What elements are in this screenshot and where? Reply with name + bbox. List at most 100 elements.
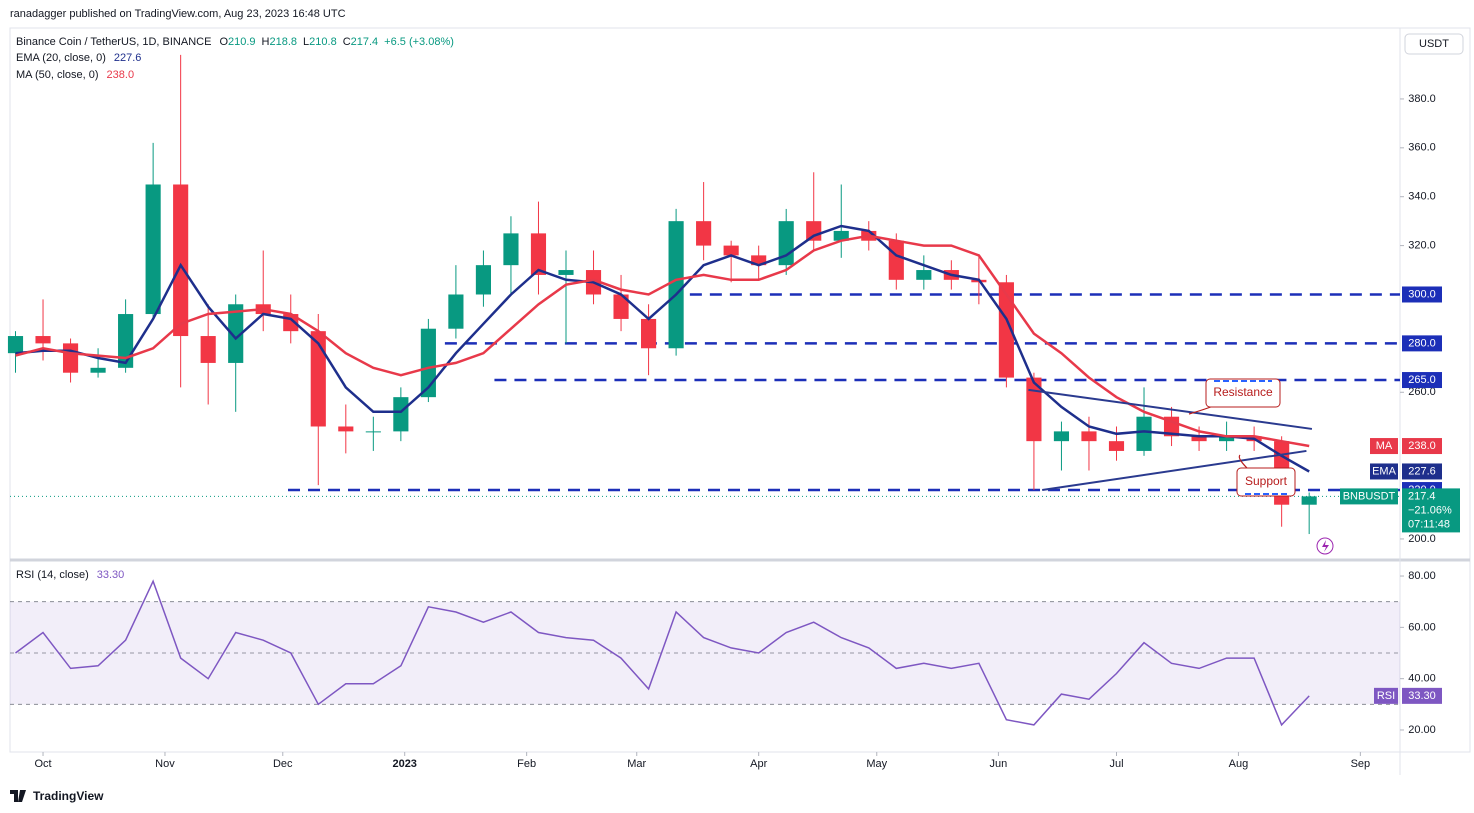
candle-body <box>998 282 1014 378</box>
candle-body <box>310 331 326 427</box>
candle-body <box>173 184 189 337</box>
price-badge-price: 217.4 <box>1408 490 1436 502</box>
candle-body <box>1108 441 1125 451</box>
candle-body <box>723 245 739 256</box>
quote-value: 210.9 <box>228 36 256 48</box>
event-icon[interactable] <box>1316 537 1334 555</box>
currency-button[interactable] <box>1404 33 1464 55</box>
candle-body <box>118 314 134 368</box>
moving-average <box>15 234 1310 448</box>
indicator-value: 227.6 <box>114 52 142 64</box>
quote-value: 217.4 <box>351 36 379 48</box>
annotation-text: Resistance <box>1213 385 1273 399</box>
rsi-value-badge <box>1402 687 1442 704</box>
y-tick-label: 320.0 <box>1408 240 1436 252</box>
x-tick-label: Nov <box>155 758 175 770</box>
candle-body <box>751 255 767 266</box>
rsi-name-label: RSI <box>1377 690 1395 702</box>
x-tick-label: Mar <box>627 758 646 770</box>
indicator-value-label: 238.0 <box>1408 440 1436 452</box>
candle-body <box>916 270 932 280</box>
currency[interactable]: USDT <box>1419 38 1449 50</box>
candle-body <box>530 233 547 275</box>
x-tick-label: 2023 <box>392 758 416 770</box>
y-tick-label: 340.0 <box>1408 191 1436 203</box>
candle-body <box>1026 377 1042 442</box>
indicator-value-badge <box>1402 463 1442 480</box>
quote-value: 218.8 <box>270 36 298 48</box>
candle-body <box>35 336 51 344</box>
brand: TradingView <box>33 789 104 803</box>
event-bolt <box>1322 540 1329 552</box>
quote-change: +6.5 (+3.08%) <box>384 36 454 48</box>
candle-body <box>1191 436 1207 442</box>
x-tick-label: May <box>866 758 887 770</box>
price-badge <box>1402 488 1460 533</box>
y-tick-label: 200.0 <box>1408 533 1436 545</box>
symbol-badge-label: BNBUSDT <box>1343 490 1396 502</box>
candle-body <box>1081 431 1097 442</box>
price-badge-countdown: 07:11:48 <box>1408 518 1450 530</box>
rsi-line <box>15 579 1310 727</box>
indicator-badge <box>1370 463 1398 480</box>
rsi-y-tick-label: 40.00 <box>1408 673 1436 685</box>
legend-indicator: MA (50, close, 0) 238.0 <box>16 69 134 81</box>
level-badge <box>1402 372 1442 389</box>
candle-body <box>503 233 519 266</box>
rsi-y-tick-label: 80.00 <box>1408 570 1436 582</box>
level-badge <box>1402 335 1442 352</box>
rsi-name-badge <box>1374 687 1398 704</box>
candle-body <box>420 328 436 398</box>
candle-body <box>558 270 574 275</box>
publisher: ranadagger published on TradingView.com,… <box>10 8 346 20</box>
annotation-box <box>1205 378 1281 408</box>
quote-label: C <box>343 36 351 48</box>
legend-main: Binance Coin / TetherUS, 1D, BINANCE O210… <box>16 36 454 48</box>
level-badge <box>1402 286 1442 303</box>
candle-body <box>641 318 657 349</box>
y-tick-label: 380.0 <box>1408 93 1436 105</box>
rsi-band-fill <box>10 601 1400 705</box>
candle-body <box>145 184 161 315</box>
rsi-legend: RSI (14, close) 33.30 <box>16 569 124 581</box>
x-tick-label: Apr <box>750 758 767 770</box>
price-badge-change: −21.06% <box>1408 504 1452 516</box>
x-tick-label: Oct <box>34 758 51 770</box>
trendline <box>1042 449 1307 492</box>
rsi-title: RSI (14, close) <box>16 569 89 581</box>
candle-body <box>806 221 822 241</box>
y-tick-label: 260.0 <box>1408 386 1436 398</box>
candle-body <box>365 431 381 433</box>
candle-body <box>228 304 244 363</box>
symbol-badge <box>1340 488 1398 505</box>
y-tick-label: 360.0 <box>1408 142 1436 154</box>
candle-body <box>338 426 354 432</box>
candle-body <box>7 336 24 354</box>
quote-label: O <box>219 36 228 48</box>
x-tick-label: Jul <box>1109 758 1123 770</box>
level-label: 280.0 <box>1408 337 1436 349</box>
rsi-y-tick-label: 60.00 <box>1408 621 1436 633</box>
candle-body <box>1163 416 1180 437</box>
candle-body <box>90 367 106 373</box>
trendline <box>1028 388 1313 430</box>
candle-body <box>1301 496 1317 505</box>
indicator-value: 238.0 <box>107 69 135 81</box>
rsi-value: 33.30 <box>97 569 125 581</box>
candle-body <box>1053 431 1070 442</box>
symbol-title: Binance Coin / TetherUS, 1D, BINANCE <box>16 36 211 48</box>
level-label: 265.0 <box>1408 374 1436 386</box>
indicator-badge <box>1370 438 1398 455</box>
annotation-arrow <box>1238 454 1248 469</box>
candle-body <box>613 294 629 319</box>
candle-body <box>833 230 849 241</box>
quote-label: H <box>262 36 270 48</box>
candle-body <box>475 265 491 295</box>
moving-average <box>15 224 1310 473</box>
quote-label: L <box>303 36 309 48</box>
x-tick-label: Sep <box>1351 758 1371 770</box>
rsi-y-tick-label: 20.00 <box>1408 724 1436 736</box>
annotation-text: Support <box>1245 474 1288 488</box>
candle-body <box>62 343 79 373</box>
